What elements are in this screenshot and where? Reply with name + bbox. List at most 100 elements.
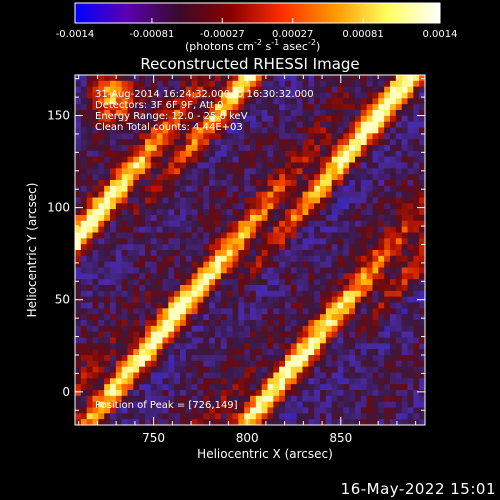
heatmap-cell: [384, 407, 391, 414]
heatmap-cell: [98, 133, 105, 140]
heatmap-cell: [174, 285, 181, 292]
heatmap-cell: [232, 115, 239, 122]
heatmap-cell: [197, 156, 204, 163]
heatmap-cell: [285, 226, 292, 233]
heatmap-cell: [168, 419, 175, 426]
heatmap-cell: [174, 104, 181, 111]
heatmap-cell: [407, 185, 414, 192]
heatmap-cell: [255, 98, 262, 105]
heatmap-cell: [378, 407, 385, 414]
heatmap-cell: [209, 343, 216, 350]
heatmap-cell: [390, 80, 397, 87]
heatmap-cell: [80, 413, 87, 420]
heatmap-cell: [185, 285, 192, 292]
heatmap-cell: [220, 220, 227, 227]
heatmap-cell: [261, 255, 268, 262]
heatmap-cell: [80, 127, 87, 134]
heatmap-cell: [180, 115, 187, 122]
heatmap-cell: [320, 320, 327, 327]
heatmap-cell: [127, 156, 134, 163]
heatmap-cell: [244, 250, 251, 257]
heatmap-cell: [226, 267, 233, 274]
heatmap-cell: [320, 355, 327, 362]
heatmap-cell: [238, 413, 245, 420]
heatmap-cell: [203, 302, 210, 309]
heatmap-cell: [267, 244, 274, 251]
heatmap-cell: [156, 255, 163, 262]
heatmap-cell: [238, 366, 245, 373]
heatmap-cell: [255, 209, 262, 216]
heatmap-cell: [261, 372, 268, 379]
heatmap-cell: [156, 384, 163, 391]
heatmap-cell: [220, 191, 227, 198]
heatmap-cell: [360, 407, 367, 414]
heatmap-cell: [75, 401, 82, 408]
heatmap-cell: [92, 115, 99, 122]
heatmap-cell: [86, 331, 93, 338]
heatmap-cell: [115, 174, 122, 181]
heatmap-cell: [232, 360, 239, 367]
heatmap-cell: [320, 220, 327, 227]
heatmap-cell: [401, 360, 408, 367]
heatmap-cell: [203, 80, 210, 87]
heatmap-cell: [314, 139, 321, 146]
heatmap-cell: [314, 366, 321, 373]
heatmap-cell: [320, 285, 327, 292]
heatmap-cell: [86, 244, 93, 251]
heatmap-cell: [296, 145, 303, 152]
heatmap-cell: [156, 331, 163, 338]
heatmap-cell: [191, 325, 198, 332]
heatmap-cell: [302, 308, 309, 315]
heatmap-cell: [413, 168, 420, 175]
heatmap-cell: [343, 273, 350, 280]
heatmap-cell: [115, 378, 122, 385]
heatmap-cell: [150, 285, 157, 292]
heatmap-cell: [378, 232, 385, 239]
heatmap-cell: [191, 133, 198, 140]
heatmap-cell: [80, 104, 87, 111]
heatmap-cell: [261, 139, 268, 146]
heatmap-cell: [110, 80, 117, 87]
heatmap-cell: [145, 355, 152, 362]
heatmap-cell: [220, 156, 227, 163]
heatmap-cell: [209, 302, 216, 309]
heatmap-cell: [395, 267, 402, 274]
heatmap-cell: [162, 174, 169, 181]
heatmap-cell: [191, 174, 198, 181]
heatmap-cell: [197, 349, 204, 356]
heatmap-cell: [133, 145, 140, 152]
heatmap-cell: [226, 156, 233, 163]
heatmap-cell: [349, 360, 356, 367]
heatmap-cell: [92, 244, 99, 251]
heatmap-cell: [407, 250, 414, 257]
heatmap-cell: [98, 168, 105, 175]
heatmap-cell: [261, 360, 268, 367]
heatmap-cell: [285, 150, 292, 157]
heatmap-cell: [104, 92, 111, 99]
heatmap-cell: [308, 273, 315, 280]
heatmap-cell: [209, 331, 216, 338]
heatmap-cell: [261, 331, 268, 338]
heatmap-cell: [290, 296, 297, 303]
heatmap-cell: [232, 401, 239, 408]
heatmap-cell: [360, 395, 367, 402]
heatmap-cell: [168, 279, 175, 286]
heatmap-cell: [366, 390, 373, 397]
heatmap-cell: [80, 279, 87, 286]
heatmap-cell: [220, 290, 227, 297]
heatmap-cell: [378, 390, 385, 397]
heatmap-cell: [150, 162, 157, 169]
heatmap-cell: [314, 279, 321, 286]
heatmap-cell: [302, 413, 309, 420]
heatmap-cell: [180, 250, 187, 257]
heatmap-cell: [121, 250, 128, 257]
heatmap-cell: [226, 115, 233, 122]
heatmap-cell: [191, 162, 198, 169]
heatmap-cell: [384, 156, 391, 163]
heatmap-cell: [226, 296, 233, 303]
heatmap-cell: [273, 203, 280, 210]
heatmap-cell: [360, 279, 367, 286]
heatmap-cell: [349, 168, 356, 175]
heatmap-cell: [209, 395, 216, 402]
heatmap-cell: [127, 150, 134, 157]
